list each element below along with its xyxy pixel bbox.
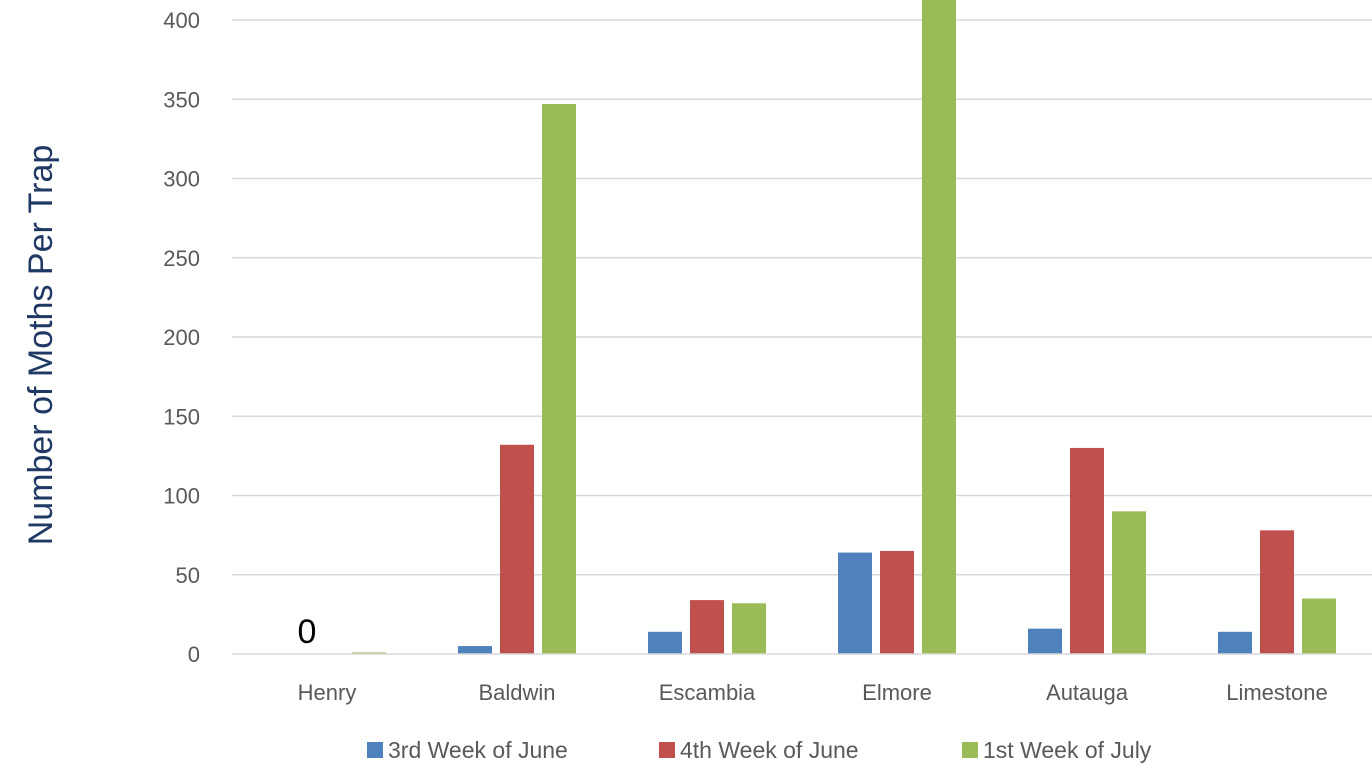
bar-elmore-series-1 — [838, 552, 872, 654]
x-tick-label: Elmore — [862, 680, 932, 705]
bar-limestone-series-2 — [1260, 530, 1294, 654]
bar-escambia-series-3 — [732, 603, 766, 654]
legend-swatch — [962, 742, 978, 758]
legend-swatch — [367, 742, 383, 758]
bar-autauga-series-2 — [1070, 447, 1104, 654]
y-tick-label: 350 — [163, 87, 200, 112]
gridlines — [232, 19, 1372, 576]
legend: 3rd Week of June 4th Week of June 1st Week… — [367, 737, 1152, 763]
y-tick-label: 100 — [163, 484, 200, 509]
bar-henry-series-3 — [352, 652, 386, 654]
y-axis-label: Number of Moths Per Trap — [22, 145, 60, 546]
y-axis-ticks: 0 50 100 150 200 250 300 350 400 — [163, 8, 200, 667]
bar-autauga-series-1 — [1028, 628, 1062, 654]
x-tick-label: Henry — [298, 680, 357, 705]
x-tick-label: Escambia — [659, 680, 756, 705]
bar-baldwin-series-2 — [500, 444, 534, 654]
x-tick-label: Autauga — [1046, 680, 1129, 705]
bar-limestone-series-1 — [1218, 631, 1252, 654]
y-tick-label: 250 — [163, 246, 200, 271]
x-tick-label: Baldwin — [478, 680, 555, 705]
bar-autauga-series-3 — [1112, 511, 1146, 654]
bar-escambia-series-2 — [690, 600, 724, 654]
bar-baldwin-series-3 — [542, 104, 576, 654]
legend-label: 4th Week of June — [680, 737, 859, 763]
bar-limestone-series-3 — [1302, 598, 1336, 654]
y-tick-label: 400 — [163, 8, 200, 33]
data-labels: 0 — [298, 613, 317, 651]
bars — [352, 0, 1336, 654]
legend-label: 3rd Week of June — [388, 737, 568, 763]
y-tick-label: 50 — [176, 563, 200, 588]
legend-swatch — [659, 742, 675, 758]
bar-escambia-series-1 — [648, 631, 682, 654]
bar-elmore-series-2 — [880, 550, 914, 654]
bar-baldwin-series-1 — [458, 646, 492, 654]
x-tick-label: Limestone — [1226, 680, 1328, 705]
x-axis-ticks: Henry Baldwin Escambia Elmore Autauga Limesto… — [298, 680, 1328, 705]
legend-label: 1st Week of July — [983, 737, 1152, 763]
data-label: 0 — [298, 613, 317, 651]
bar-elmore-series-3 — [922, 0, 956, 654]
y-tick-label: 200 — [163, 325, 200, 350]
y-tick-label: 150 — [163, 404, 200, 429]
y-tick-label: 300 — [163, 167, 200, 192]
y-tick-label: 0 — [188, 642, 200, 667]
